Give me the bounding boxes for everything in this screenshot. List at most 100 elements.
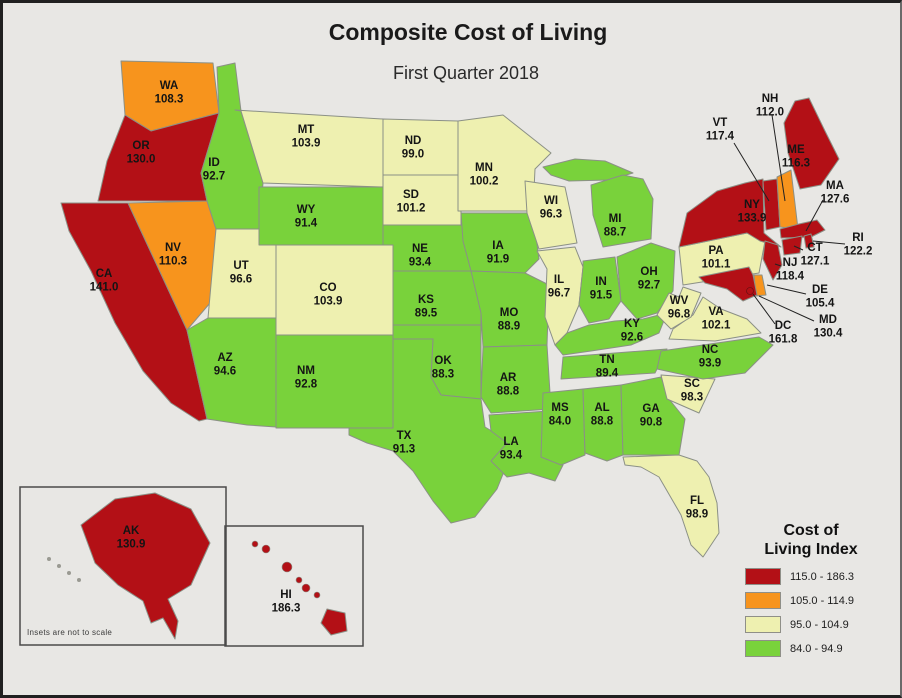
state-hi [295, 576, 303, 584]
state-value-wi: 96.3 [540, 209, 562, 221]
state-label-in: IN [595, 276, 607, 288]
state-value-dc: 161.8 [769, 334, 798, 346]
state-label-mi: MI [609, 213, 622, 225]
state-value-ca: 141.0 [90, 282, 119, 294]
state-label-nc: NC [702, 344, 719, 356]
state-tn [560, 348, 668, 380]
state-label-me: ME [787, 144, 805, 156]
legend-bucket-label: 95.0 - 104.9 [790, 618, 849, 631]
state-label-co: CO [319, 282, 336, 294]
aleutian-islands-dot [77, 578, 81, 582]
state-value-sc: 98.3 [681, 392, 703, 404]
state-label-nd: ND [405, 135, 422, 147]
state-ak [80, 492, 211, 640]
state-value-ky: 92.6 [621, 332, 643, 344]
state-value-ok: 88.3 [432, 369, 454, 381]
legend-title: Cost of Living Index [745, 521, 877, 559]
state-dc-dot [746, 287, 754, 295]
state-md [698, 266, 758, 302]
state-hi [301, 583, 311, 593]
state-ri [803, 233, 815, 249]
state-mt [234, 109, 384, 188]
state-value-nh: 112.0 [756, 107, 784, 119]
state-value-ma: 127.6 [821, 194, 850, 206]
state-nm [275, 334, 394, 429]
legend-title-line1: Cost of [783, 522, 839, 539]
state-value-ms: 84.0 [549, 416, 571, 428]
state-fl [622, 454, 720, 558]
state-label-mo: MO [500, 307, 519, 319]
state-label-nj: NJ [783, 257, 798, 269]
state-nh [776, 169, 799, 230]
state-value-mi: 88.7 [604, 227, 626, 239]
page-subtitle: First Quarter 2018 [392, 63, 540, 83]
state-label-pa: PA [708, 245, 723, 257]
state-label-dc: DC [775, 320, 792, 332]
state-label-nv: NV [165, 242, 181, 254]
state-value-ia: 91.9 [487, 254, 509, 266]
state-wi [524, 180, 578, 250]
callout-line-md [758, 295, 815, 322]
state-value-wy: 91.4 [295, 218, 318, 230]
state-wy [258, 186, 384, 246]
state-value-ct: 127.1 [801, 256, 830, 268]
state-value-ny: 133.9 [738, 213, 767, 225]
state-sd [382, 174, 462, 226]
legend-swatch [745, 640, 781, 657]
state-value-az: 94.6 [214, 366, 236, 378]
state-value-mo: 88.9 [498, 321, 520, 333]
state-label-ks: KS [418, 294, 434, 306]
state-in [578, 256, 622, 324]
state-label-la: LA [503, 436, 518, 448]
state-value-ga: 90.8 [640, 417, 663, 429]
state-az [186, 317, 277, 428]
state-value-mt: 103.9 [292, 138, 321, 150]
callout-line-dc [752, 293, 776, 325]
state-value-oh: 92.7 [638, 280, 660, 292]
legend-bucket: 105.0 - 114.9 [745, 592, 897, 609]
state-ct [781, 235, 803, 256]
state-value-ne: 93.4 [409, 257, 432, 269]
state-label-mt: MT [298, 124, 315, 136]
legend-swatch [745, 616, 781, 633]
state-value-ar: 88.8 [497, 386, 520, 398]
state-value-wv: 96.8 [668, 309, 691, 321]
state-label-nm: NM [297, 365, 315, 377]
state-label-or: OR [132, 140, 150, 152]
legend-bucket-label: 84.0 - 94.9 [790, 642, 843, 655]
legend-bucket: 95.0 - 104.9 [745, 616, 897, 633]
callout-line-ri [812, 240, 846, 245]
state-tx [348, 338, 510, 524]
state-nc [656, 336, 774, 380]
legend-rows: 115.0 - 186.3 105.0 - 114.9 95.0 - 104.9 84… [745, 568, 897, 657]
state-wv [656, 286, 702, 330]
state-value-me: 116.3 [782, 158, 810, 170]
state-value-wa: 108.3 [155, 94, 184, 106]
state-value-tx: 91.3 [393, 444, 415, 456]
state-nj [762, 240, 783, 281]
state-ma [779, 219, 826, 239]
state-value-vt: 117.4 [706, 131, 735, 143]
inset-note: Insets are not to scale [27, 628, 113, 637]
state-value-nm: 92.8 [295, 379, 318, 391]
state-value-de: 105.4 [806, 298, 835, 310]
state-value-la: 93.4 [500, 450, 523, 462]
page-title: Composite Cost of Living [328, 19, 608, 45]
state-label-ia: IA [492, 240, 504, 252]
state-al [582, 384, 624, 462]
state-value-pa: 101.1 [702, 259, 731, 271]
state-label-sc: SC [684, 378, 700, 390]
state-label-ok: OK [434, 355, 452, 367]
state-value-nd: 99.0 [402, 149, 424, 161]
legend-bucket-label: 105.0 - 114.9 [790, 594, 855, 607]
state-label-wy: WY [297, 204, 316, 216]
state-label-ky: KY [624, 318, 640, 330]
legend-bucket: 84.0 - 94.9 [745, 640, 897, 657]
state-hi [313, 591, 321, 599]
us-choropleth-map: WA 108.3 OR 130.0 CA 141.0 NV 110.3 ID 92.7 MT 103.… [19, 60, 872, 647]
state-mi [590, 174, 654, 248]
state-value-id: 92.7 [203, 171, 225, 183]
state-label-il: IL [554, 274, 564, 286]
state-label-wa: WA [160, 80, 179, 92]
